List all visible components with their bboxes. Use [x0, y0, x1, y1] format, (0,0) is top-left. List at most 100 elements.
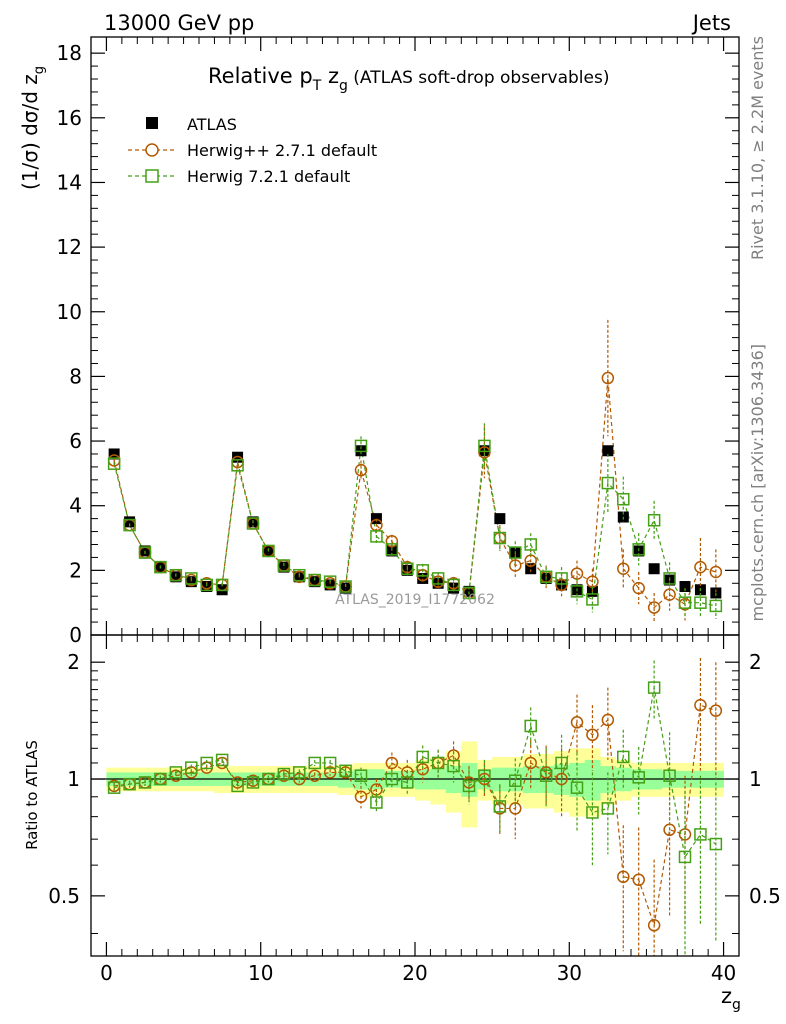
ratio-herwig7-point: [601, 802, 615, 815]
herwig7-point: [570, 585, 584, 598]
atlas-point: [386, 545, 398, 557]
ylabel-sub: g: [32, 66, 47, 74]
ratio-frame: [90, 634, 740, 957]
main-ytick-label: 0: [69, 623, 82, 647]
ratio-herwigpp-point: [709, 704, 723, 717]
main-ytick-label: 4: [69, 494, 82, 518]
ratio-herwigpp-point: [694, 698, 707, 712]
herwig7-point: [354, 439, 368, 453]
herwig7-point: [123, 518, 136, 532]
xtick-label: 40: [711, 961, 736, 985]
ratio-herwig7-point: [632, 771, 645, 784]
ratio-herwig7-point: [246, 776, 260, 789]
ylabel-text: (1/σ) dσ/d z: [18, 74, 42, 190]
xtick-label: 20: [402, 961, 427, 985]
atlas-point: [648, 563, 660, 575]
herwigpp-point: [617, 562, 630, 575]
herwig7-point: [663, 572, 676, 585]
main-ytick-label: 6: [69, 429, 82, 453]
main-title: Relative pT zg (ATLAS soft-drop observab…: [208, 64, 609, 94]
title-main-text: Relative p: [208, 64, 313, 88]
main-ylabel: (1/σ) dσ/d zg: [18, 66, 47, 190]
ratio-ytick-label-right: 2: [749, 650, 762, 674]
atlas-point: [278, 561, 290, 573]
atlas-point: [124, 516, 136, 528]
herwigpp-point: [694, 560, 707, 574]
ratio-herwig7-point: [138, 776, 152, 789]
xlabel-text: z: [721, 984, 732, 1008]
ratio-herwig7-point: [462, 779, 476, 793]
main-series-layer: [107, 319, 723, 623]
herwigpp-point: [601, 371, 615, 385]
main-ytick-label: 16: [57, 106, 82, 130]
ratio-herwig7-point: [277, 767, 291, 781]
herwig7-point: [262, 544, 275, 558]
atlas-point: [401, 564, 413, 576]
herwig7-point: [694, 596, 707, 609]
ratio-herwig7-point: [493, 800, 507, 813]
series-line-1: [113, 377, 717, 609]
ratio-herwig7-point: [709, 837, 723, 851]
main-ytick-label: 2: [69, 558, 82, 582]
ratio-herwig7-point: [370, 796, 383, 809]
ratio-herwig7-point: [200, 756, 213, 770]
herwig7-point: [339, 580, 352, 593]
ratio-herwigpp-point: [555, 772, 568, 786]
ratio-herwigpp-point: [385, 756, 399, 770]
herwig7-point: [308, 573, 321, 587]
ratio-ytick-label: 1: [67, 767, 80, 791]
herwig7-point: [416, 564, 429, 577]
atlas-point: [417, 572, 429, 584]
atlas-point: [185, 576, 197, 588]
ratio-herwig7-point: [663, 769, 676, 782]
ratio-bands: [91, 741, 739, 828]
ratio-ylabel: Ratio to ATLAS: [23, 740, 41, 850]
legend-atlas-label: ATLAS: [187, 115, 237, 134]
ratio-herwigpp-point: [647, 919, 661, 932]
atlas-point: [201, 581, 213, 593]
herwig7-point: [246, 517, 260, 530]
atlas-point: [463, 585, 475, 597]
ratio-herwig7-point: [478, 769, 491, 782]
atlas-point: [340, 582, 352, 594]
ratio-herwig7-point: [586, 806, 599, 819]
ratio-herwig7-point: [678, 850, 692, 864]
ratio-herwig7-point: [401, 776, 414, 789]
herwig7-point: [323, 575, 337, 588]
herwig7-point: [231, 459, 244, 472]
herwig7-point: [431, 572, 445, 585]
ratio-herwigpp-point: [617, 870, 630, 884]
ratio-herwig7-point: [215, 753, 229, 767]
herwig7-point: [200, 578, 213, 592]
ratio-ytick-label-right: 1: [749, 767, 762, 791]
ratio-herwigpp-point: [416, 762, 429, 776]
herwig7-point: [586, 593, 599, 606]
ratio-herwig7-point: [308, 756, 321, 770]
herwig7-point: [462, 586, 476, 600]
ratio-panel: 0.5 0.51 12 20 10 20 30 40: [48, 635, 781, 985]
herwigpp-point: [509, 559, 522, 572]
ratio-herwig7-point: [694, 828, 707, 841]
ratio-herwigpp-point: [586, 728, 599, 742]
ratio-herwigpp-point: [632, 873, 645, 887]
herwigpp-point: [632, 581, 645, 595]
herwigpp-point: [354, 463, 368, 477]
ratio-herwigpp-point: [509, 802, 522, 815]
herwigpp-point: [478, 446, 491, 459]
main-ytick-label: 8: [69, 364, 82, 388]
herwig7-point: [277, 559, 291, 572]
herwig7-point: [107, 457, 121, 470]
herwig7-point: [632, 543, 645, 556]
herwig7-point: [601, 476, 615, 490]
ratio-herwig7-point: [509, 774, 522, 787]
ratio-herwig7-point: [539, 769, 553, 782]
title-sub1: T: [312, 78, 322, 94]
ratio-herwigpp-point: [323, 766, 337, 779]
ratio-herwigpp-point: [601, 713, 615, 727]
ratio-herwig7-point: [617, 750, 630, 764]
herwig7-point: [539, 570, 553, 584]
main-ytick-label: 12: [57, 235, 82, 259]
herwig7-point: [478, 439, 491, 453]
ratio-herwigpp-point: [524, 756, 537, 770]
ratio-herwig7-point: [262, 772, 275, 786]
